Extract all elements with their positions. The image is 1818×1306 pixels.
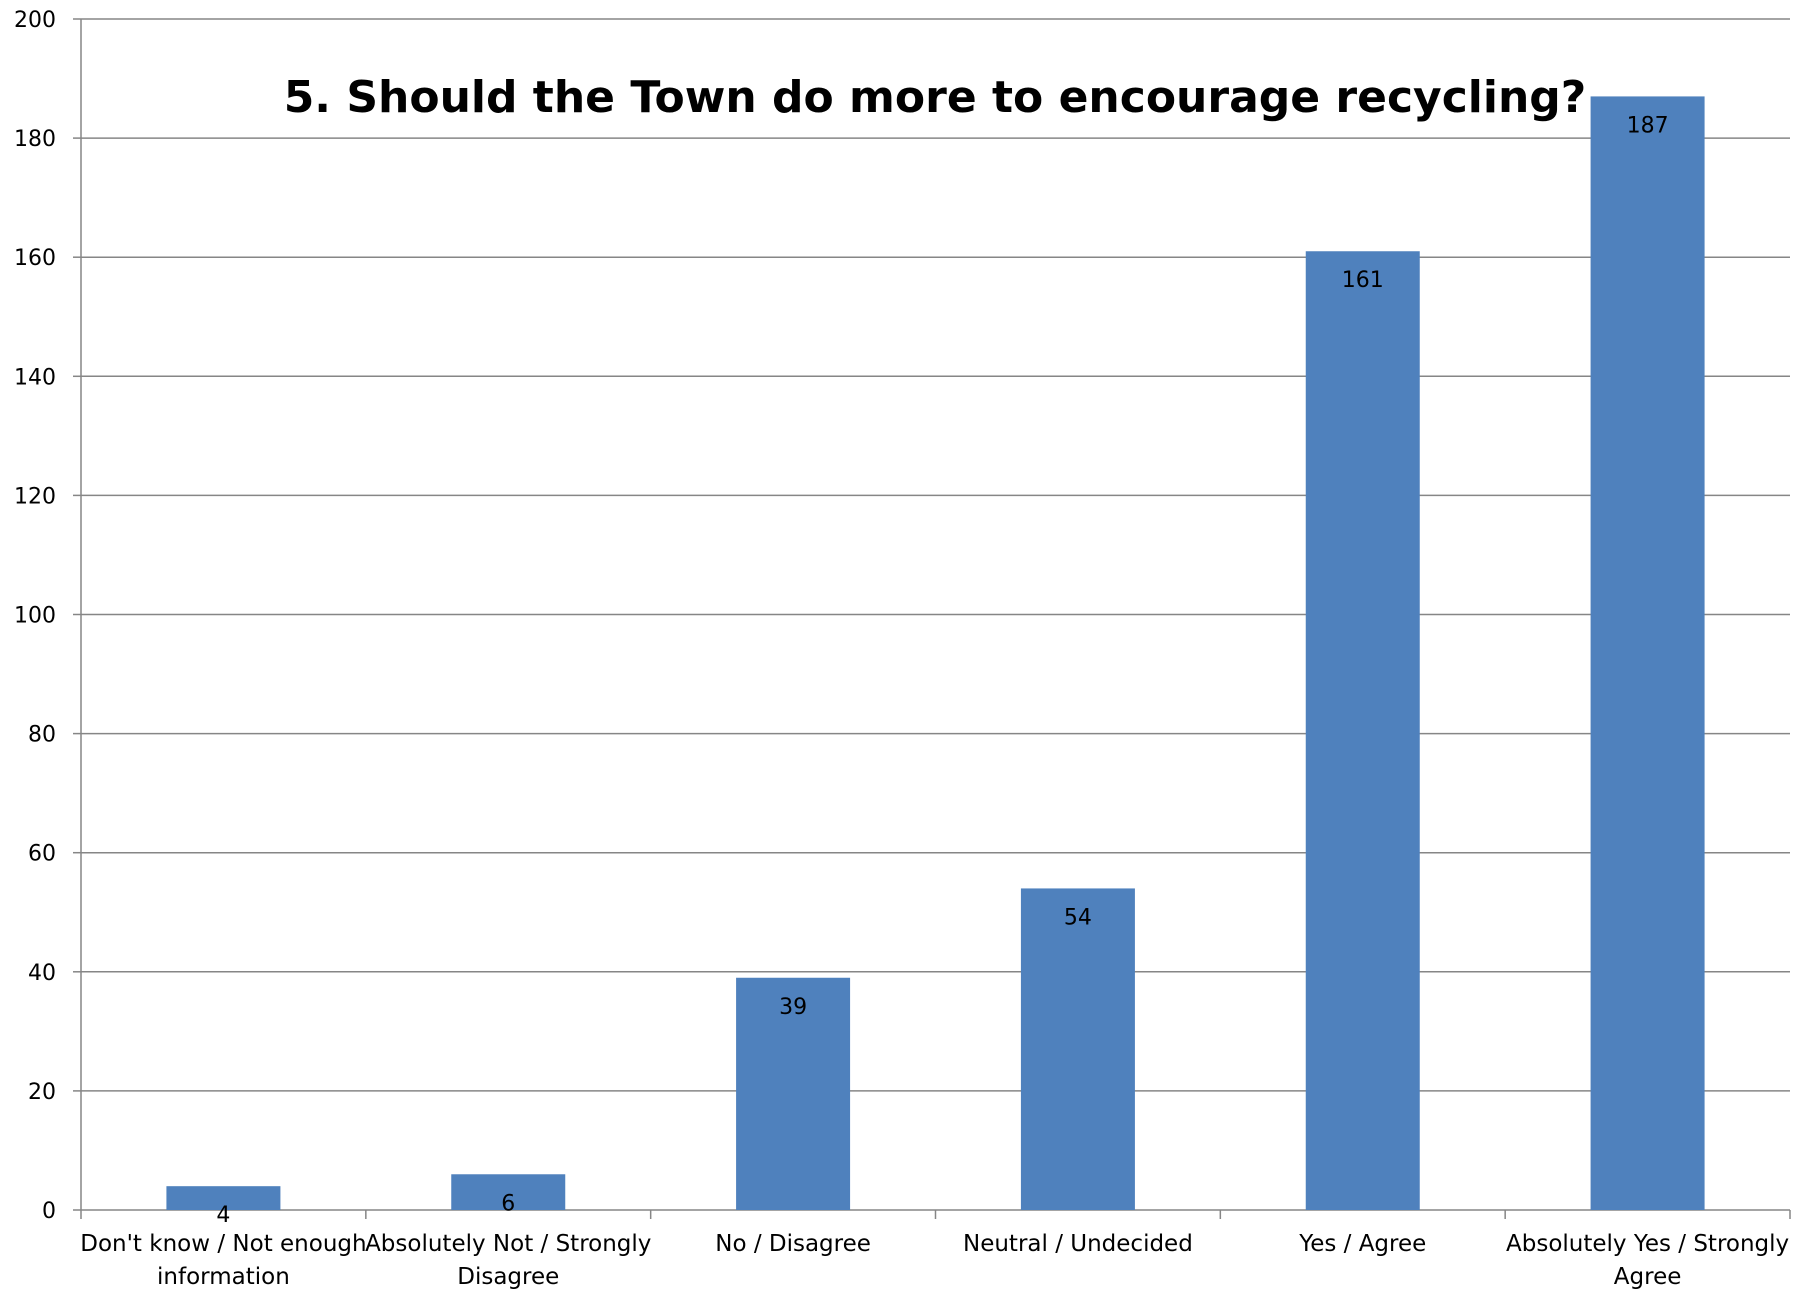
bar <box>1590 96 1705 1210</box>
x-category-label-line: Disagree <box>457 1264 559 1290</box>
x-category-label-line: Absolutely Not / Strongly <box>365 1231 651 1257</box>
bar <box>451 1174 566 1210</box>
x-category-label-line: information <box>157 1264 290 1290</box>
x-category-label-line: Neutral / Undecided <box>963 1231 1193 1257</box>
y-tick-label: 180 <box>14 127 56 152</box>
y-tick-label: 0 <box>42 1199 56 1224</box>
x-category-label-line: Agree <box>1614 1264 1682 1290</box>
bar <box>166 1186 281 1210</box>
y-tick-label: 40 <box>28 961 56 986</box>
data-label: 4 <box>216 1203 230 1228</box>
y-tick-label: 100 <box>14 604 56 629</box>
gridlines <box>81 18 1790 1092</box>
chart-title: 5. Should the Town do more to encourage … <box>284 72 1587 123</box>
data-label: 54 <box>1064 905 1092 930</box>
y-tick-label: 160 <box>14 246 56 271</box>
y-tick-label: 200 <box>14 8 56 33</box>
x-category-label: Yes / Agree <box>1298 1231 1426 1257</box>
bars <box>166 96 1705 1210</box>
x-category-label-line: Absolutely Yes / Strongly <box>1506 1231 1789 1257</box>
y-tick-label: 80 <box>28 723 56 748</box>
x-category-label: Absolutely Not / Strongly Disagree <box>365 1231 651 1290</box>
x-category-label-line: No / Disagree <box>715 1231 871 1257</box>
data-label: 39 <box>779 995 807 1020</box>
data-label: 187 <box>1627 113 1669 138</box>
data-labels: 4 6 39 54 161 187 <box>216 113 1668 1228</box>
y-tick-label: 120 <box>14 484 56 509</box>
x-category-label: Absolutely Yes / Strongly Agree <box>1506 1231 1789 1290</box>
y-tick-label: 60 <box>28 842 56 867</box>
bar <box>1020 888 1135 1210</box>
x-category-label: No / Disagree <box>715 1231 871 1257</box>
bar <box>736 977 851 1210</box>
x-category-label-line: Don't know / Not enough <box>80 1231 366 1257</box>
axes: 0 20 40 60 80 100 120 140 160 180 200 Don't know / … <box>14 8 1791 1290</box>
x-category-label: Neutral / Undecided <box>963 1231 1193 1257</box>
y-tick-label: 140 <box>14 365 56 390</box>
x-category-label: Don't know / Not enough information <box>80 1231 366 1290</box>
data-label: 161 <box>1342 268 1384 293</box>
y-tick-label: 20 <box>28 1080 56 1105</box>
bar <box>1305 251 1420 1210</box>
data-label: 6 <box>501 1191 515 1216</box>
x-category-label-line: Yes / Agree <box>1298 1231 1426 1257</box>
